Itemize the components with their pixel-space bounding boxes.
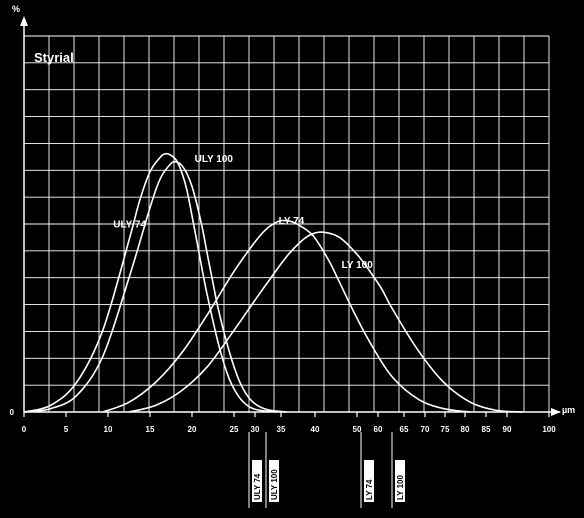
x-tick-label: 75 xyxy=(441,425,450,434)
x-tick-label: 20 xyxy=(188,425,197,434)
y-axis-unit: % xyxy=(12,4,20,14)
x-axis-unit: µm xyxy=(562,405,575,415)
marker-label: LY 74 xyxy=(365,479,374,500)
x-tick-label: 30 xyxy=(251,425,260,434)
y-tick-label: 0 xyxy=(10,408,15,417)
y-axis-arrow xyxy=(20,16,28,26)
series-label-ly-74: LY 74 xyxy=(279,216,305,227)
x-tick-label: 80 xyxy=(461,425,470,434)
x-tick-label: 40 xyxy=(311,425,320,434)
x-tick-label: 35 xyxy=(277,425,286,434)
marker-label: ULY 74 xyxy=(253,473,262,500)
x-tick-label: 10 xyxy=(104,425,113,434)
x-tick-label: 5 xyxy=(64,425,69,434)
x-tick-label: 90 xyxy=(503,425,512,434)
x-tick-label: 0 xyxy=(22,425,27,434)
x-tick-label: 85 xyxy=(482,425,491,434)
chart-title: Styrial xyxy=(34,50,74,65)
x-axis-arrow xyxy=(551,408,561,416)
x-tick-label: 65 xyxy=(400,425,409,434)
size-markers: ULY 74 ULY 100 LY 74 LY 100 xyxy=(249,432,405,508)
x-tick-label: 100 xyxy=(542,425,556,434)
x-tick-label: 70 xyxy=(421,425,430,434)
series-curve-uly-74 xyxy=(24,154,276,412)
marker-label: ULY 100 xyxy=(270,469,279,500)
series-label-ly-100: LY 100 xyxy=(342,260,374,271)
series-curve-uly-100 xyxy=(24,162,287,412)
x-tick-label: 25 xyxy=(230,425,239,434)
x-tick-label: 60 xyxy=(374,425,383,434)
marker-label: LY 100 xyxy=(396,475,405,500)
series-label-uly-74: ULY 74 xyxy=(113,219,146,230)
x-tick-label: 15 xyxy=(146,425,155,434)
series-curve-ly-74 xyxy=(103,220,471,412)
series-labels: ULY 74 ULY 100 LY 74 LY 100 xyxy=(113,154,373,271)
series-label-uly-100: ULY 100 xyxy=(195,154,234,165)
